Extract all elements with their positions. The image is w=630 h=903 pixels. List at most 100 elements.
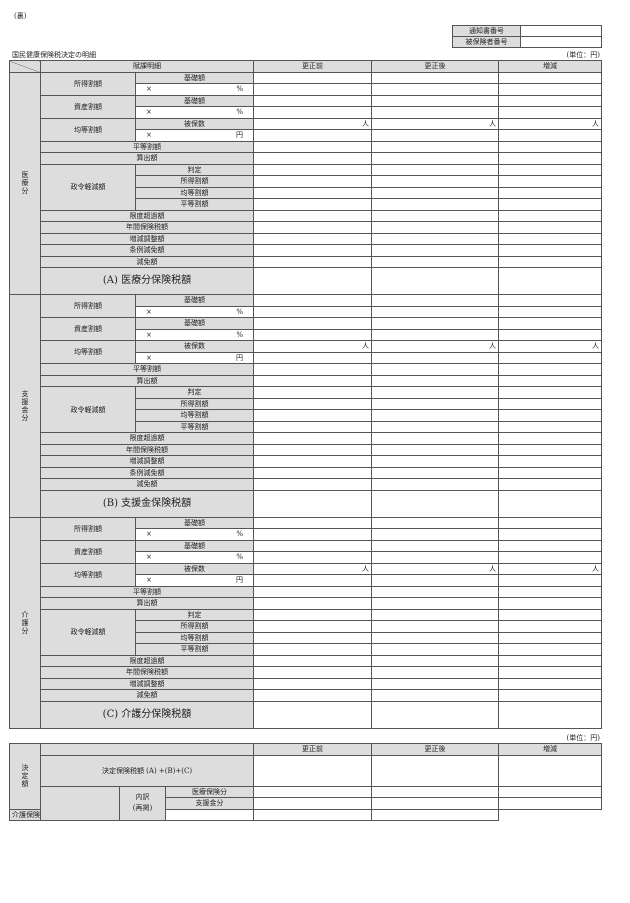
value-before[interactable] bbox=[253, 700, 372, 729]
value-before[interactable]: 人 bbox=[253, 340, 372, 353]
value-change[interactable] bbox=[498, 305, 602, 318]
value-before[interactable] bbox=[253, 420, 372, 433]
value-after[interactable] bbox=[371, 255, 499, 268]
insured-number-field[interactable] bbox=[520, 36, 602, 48]
value-before[interactable]: 人 bbox=[253, 562, 372, 575]
value-after[interactable] bbox=[371, 305, 499, 318]
value-change[interactable] bbox=[498, 754, 603, 787]
value-after[interactable] bbox=[371, 94, 499, 107]
value-before[interactable] bbox=[253, 129, 372, 142]
value-before[interactable] bbox=[253, 489, 372, 518]
value-before[interactable] bbox=[253, 797, 373, 810]
value-before[interactable] bbox=[253, 597, 372, 610]
value-after[interactable] bbox=[371, 455, 499, 468]
value-after[interactable] bbox=[371, 466, 499, 479]
value-change[interactable] bbox=[498, 152, 602, 165]
value-before[interactable] bbox=[253, 221, 372, 234]
value-before[interactable] bbox=[253, 643, 372, 656]
value-before[interactable] bbox=[253, 317, 372, 330]
value-change[interactable] bbox=[498, 654, 602, 667]
value-before[interactable] bbox=[253, 443, 372, 456]
value-after[interactable] bbox=[371, 328, 499, 341]
value-after[interactable] bbox=[371, 677, 499, 690]
value-before[interactable] bbox=[253, 175, 372, 188]
value-change[interactable] bbox=[498, 785, 603, 798]
value-after[interactable] bbox=[371, 420, 499, 433]
value-after[interactable] bbox=[371, 198, 499, 211]
value-change[interactable] bbox=[498, 432, 602, 445]
value-before[interactable] bbox=[253, 516, 372, 529]
value-before[interactable] bbox=[253, 163, 372, 176]
value-before[interactable] bbox=[253, 71, 372, 84]
value-before[interactable] bbox=[253, 409, 372, 422]
value-before[interactable] bbox=[253, 305, 372, 318]
value-before[interactable] bbox=[253, 466, 372, 479]
value-change[interactable] bbox=[498, 700, 602, 729]
value-after[interactable] bbox=[371, 585, 499, 598]
value-change[interactable] bbox=[498, 294, 602, 307]
value-change[interactable] bbox=[498, 620, 602, 633]
value-after[interactable]: 人 bbox=[371, 117, 499, 130]
value-change[interactable]: 人 bbox=[498, 562, 602, 575]
value-after[interactable] bbox=[371, 608, 499, 621]
value-change[interactable] bbox=[498, 455, 602, 468]
value-change[interactable] bbox=[498, 244, 602, 257]
value-before[interactable] bbox=[253, 186, 372, 199]
value-change[interactable] bbox=[498, 420, 602, 433]
value-change[interactable] bbox=[498, 140, 602, 153]
value-after[interactable] bbox=[371, 754, 500, 787]
value-before[interactable] bbox=[253, 677, 372, 690]
value-after[interactable] bbox=[371, 539, 499, 552]
value-change[interactable] bbox=[498, 597, 602, 610]
value-after[interactable] bbox=[371, 574, 499, 587]
value-after[interactable] bbox=[371, 654, 499, 667]
value-after[interactable] bbox=[371, 294, 499, 307]
value-before[interactable] bbox=[253, 397, 372, 410]
value-change[interactable] bbox=[498, 163, 602, 176]
value-after[interactable]: 人 bbox=[371, 340, 499, 353]
value-before[interactable] bbox=[253, 328, 372, 341]
value-after[interactable] bbox=[371, 478, 499, 491]
value-after[interactable] bbox=[371, 163, 499, 176]
value-before[interactable] bbox=[164, 808, 255, 821]
value-change[interactable] bbox=[498, 106, 602, 119]
value-before[interactable] bbox=[253, 574, 372, 587]
value-before[interactable] bbox=[253, 94, 372, 107]
value-change[interactable] bbox=[498, 255, 602, 268]
value-before[interactable] bbox=[253, 455, 372, 468]
value-change[interactable] bbox=[498, 409, 602, 422]
value-change[interactable]: 人 bbox=[498, 117, 602, 130]
value-after[interactable] bbox=[371, 244, 499, 257]
value-after[interactable] bbox=[371, 409, 499, 422]
value-before[interactable] bbox=[253, 666, 372, 679]
value-change[interactable] bbox=[498, 489, 602, 518]
notice-number-field[interactable] bbox=[520, 25, 602, 37]
value-after[interactable]: 人 bbox=[371, 562, 499, 575]
value-change[interactable] bbox=[498, 797, 603, 810]
value-after[interactable] bbox=[371, 267, 499, 295]
value-change[interactable] bbox=[498, 643, 602, 656]
value-before[interactable] bbox=[253, 432, 372, 445]
value-before[interactable] bbox=[253, 198, 372, 211]
value-after[interactable] bbox=[371, 386, 499, 399]
value-before[interactable] bbox=[253, 106, 372, 119]
value-change[interactable] bbox=[498, 129, 602, 142]
value-change[interactable] bbox=[498, 689, 602, 702]
value-before[interactable]: 人 bbox=[253, 117, 372, 130]
value-after[interactable] bbox=[371, 432, 499, 445]
value-change[interactable] bbox=[498, 397, 602, 410]
value-change[interactable] bbox=[498, 328, 602, 341]
value-before[interactable] bbox=[253, 785, 373, 798]
value-after[interactable] bbox=[371, 443, 499, 456]
value-after[interactable] bbox=[371, 71, 499, 84]
value-after[interactable] bbox=[371, 516, 499, 529]
value-after[interactable] bbox=[371, 797, 500, 810]
value-change[interactable] bbox=[498, 528, 602, 541]
value-after[interactable] bbox=[371, 551, 499, 564]
value-before[interactable] bbox=[253, 754, 373, 787]
value-before[interactable] bbox=[253, 140, 372, 153]
value-before[interactable] bbox=[253, 654, 372, 667]
value-before[interactable] bbox=[253, 209, 372, 222]
value-after[interactable] bbox=[253, 808, 373, 821]
value-before[interactable] bbox=[253, 478, 372, 491]
